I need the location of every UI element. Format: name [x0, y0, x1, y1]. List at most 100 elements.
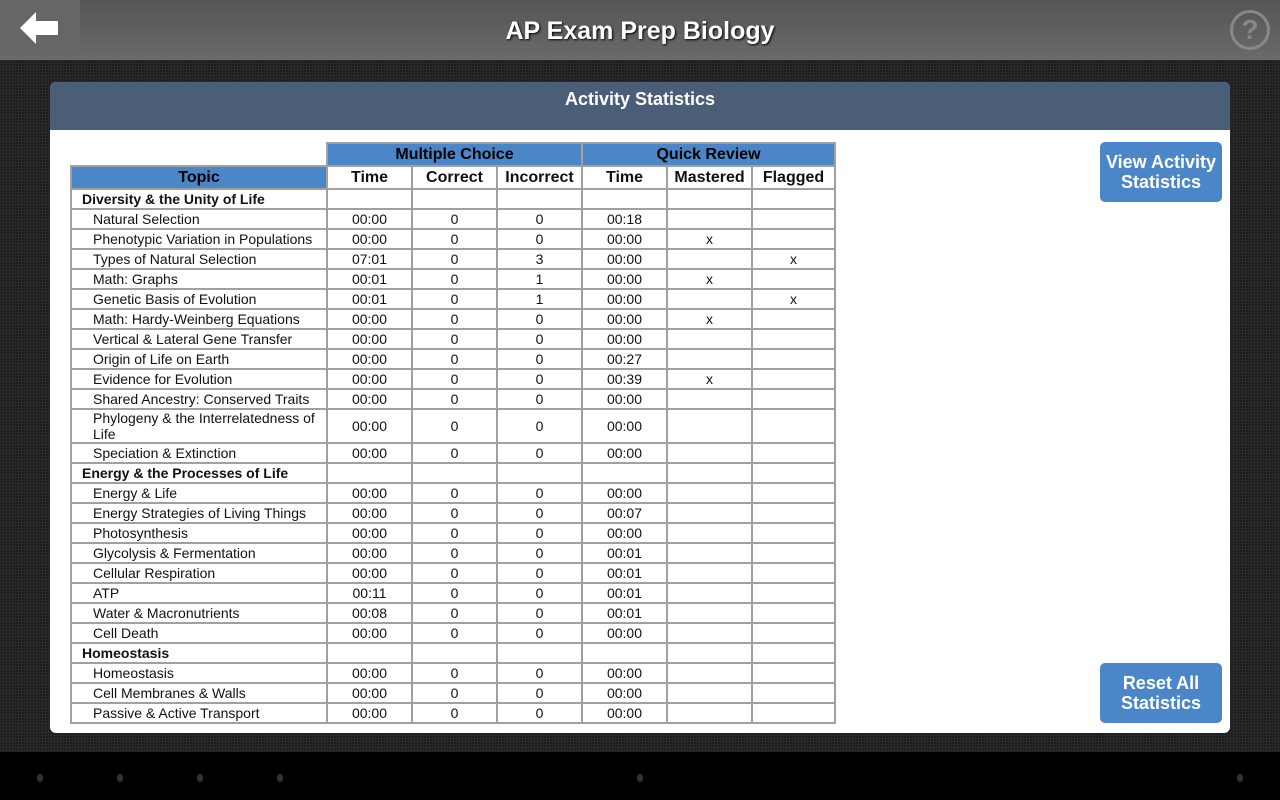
empty-cell	[496, 462, 583, 484]
topic-cell: Origin of Life on Earth	[70, 348, 328, 370]
topic-cell: Homeostasis	[70, 662, 328, 684]
reset-all-statistics-button[interactable]: Reset All Statistics	[1100, 663, 1222, 723]
stat-cell: 00:00	[581, 328, 668, 350]
help-button[interactable]: ?	[1230, 10, 1270, 50]
nav-dot-icon	[197, 774, 203, 782]
stat-cell: 0	[411, 248, 498, 270]
stat-cell: 00:01	[581, 582, 668, 604]
topic-cell: Energy Strategies of Living Things	[70, 502, 328, 524]
empty-cell	[326, 188, 413, 210]
table-row: Genetic Basis of Evolution 00:01 0 1 00:00 x	[70, 288, 836, 310]
topic-cell: Glycolysis & Fermentation	[70, 542, 328, 564]
stat-cell: 0	[496, 582, 583, 604]
nav-dot-icon	[1237, 774, 1243, 782]
topic-cell: Photosynthesis	[70, 522, 328, 544]
stat-cell	[666, 542, 753, 564]
stat-cell	[751, 408, 836, 444]
stat-cell: 00:00	[326, 622, 413, 644]
stat-cell: 00:01	[326, 268, 413, 290]
topic-cell: Passive & Active Transport	[70, 702, 328, 724]
stat-cell: 1	[496, 268, 583, 290]
empty-cell	[666, 642, 753, 664]
stat-cell: 00:00	[581, 408, 668, 444]
stat-cell: 00:00	[581, 248, 668, 270]
group-header-multiple-choice: Multiple Choice	[326, 142, 583, 167]
stat-cell	[666, 702, 753, 724]
table-row: Math: Hardy-Weinberg Equations 00:00 0 0 00:…	[70, 308, 836, 330]
stat-cell: 0	[411, 682, 498, 704]
nav-dot-icon	[117, 774, 123, 782]
table-row: Passive & Active Transport 00:00 0 0 00:00	[70, 702, 836, 724]
topic-cell: Vertical & Lateral Gene Transfer	[70, 328, 328, 350]
stat-cell	[751, 482, 836, 504]
stat-cell: 0	[411, 442, 498, 464]
table-row: Water & Macronutrients 00:08 0 0 00:01	[70, 602, 836, 624]
empty-cell	[411, 462, 498, 484]
stat-cell: 0	[496, 562, 583, 584]
topic-cell: Math: Hardy-Weinberg Equations	[70, 308, 328, 330]
stat-cell: 0	[411, 288, 498, 310]
panel-title: Activity Statistics	[50, 82, 1230, 130]
empty-cell	[411, 642, 498, 664]
activity-statistics-panel: Activity Statistics Multiple Choice Quick…	[50, 82, 1230, 733]
stat-cell: 3	[496, 248, 583, 270]
stat-cell: 0	[496, 228, 583, 250]
stat-cell: 0	[411, 602, 498, 624]
topic-cell: Math: Graphs	[70, 268, 328, 290]
topic-cell: Speciation & Extinction	[70, 442, 328, 464]
topic-cell: Water & Macronutrients	[70, 602, 328, 624]
table-row: Energy Strategies of Living Things 00:00 0…	[70, 502, 836, 524]
empty-cell	[666, 188, 753, 210]
topic-cell: Genetic Basis of Evolution	[70, 288, 328, 310]
stat-cell: 0	[411, 562, 498, 584]
table-row: Glycolysis & Fermentation 00:00 0 0 00:01	[70, 542, 836, 564]
stat-cell: 00:00	[581, 388, 668, 410]
table-row: Phylogeny & the Interrelatedness of Life…	[70, 408, 836, 444]
stat-cell: x	[751, 288, 836, 310]
stat-cell: 00:01	[581, 542, 668, 564]
stat-cell	[666, 482, 753, 504]
stat-cell: x	[666, 368, 753, 390]
empty-cell	[581, 188, 668, 210]
topic-cell: Shared Ancestry: Conserved Traits	[70, 388, 328, 410]
stat-cell	[666, 408, 753, 444]
stat-cell: 00:00	[581, 442, 668, 464]
nav-dot-icon	[637, 774, 643, 782]
stat-cell: 0	[496, 702, 583, 724]
stat-cell	[666, 562, 753, 584]
stat-cell	[666, 248, 753, 270]
table-row: Math: Graphs 00:01 0 1 00:00 x	[70, 268, 836, 290]
stat-cell: 0	[496, 442, 583, 464]
stat-cell	[666, 208, 753, 230]
top-bar: AP Exam Prep Biology ?	[0, 0, 1280, 60]
stat-cell: 0	[411, 702, 498, 724]
stat-cell	[751, 662, 836, 684]
stat-cell: 00:00	[581, 308, 668, 330]
stat-cell	[751, 308, 836, 330]
back-button[interactable]	[0, 0, 80, 56]
topic-cell: ATP	[70, 582, 328, 604]
table-row: ATP 00:11 0 0 00:01	[70, 582, 836, 604]
stat-cell: 0	[496, 388, 583, 410]
stat-cell: 0	[496, 522, 583, 544]
column-header: Incorrect	[496, 165, 583, 190]
stat-cell: 0	[496, 348, 583, 370]
column-header: Time	[581, 165, 668, 190]
stat-cell: 0	[496, 368, 583, 390]
empty-cell	[326, 462, 413, 484]
stat-cell: x	[666, 268, 753, 290]
stat-cell	[751, 268, 836, 290]
stat-cell	[751, 228, 836, 250]
empty-cell	[581, 462, 668, 484]
stat-cell: 0	[496, 482, 583, 504]
stat-cell: 00:08	[326, 602, 413, 624]
stat-cell: 0	[496, 208, 583, 230]
statistics-table-scroll[interactable]: Multiple Choice Quick Review Topic Time Cor…	[70, 142, 836, 731]
stat-cell	[751, 602, 836, 624]
view-activity-statistics-button[interactable]: View Activity Statistics	[1100, 142, 1222, 202]
table-row: Cell Death 00:00 0 0 00:00	[70, 622, 836, 644]
stat-cell: 00:00	[326, 368, 413, 390]
topic-cell: Cell Death	[70, 622, 328, 644]
question-circle-icon: ?	[1241, 14, 1259, 45]
group-row: Energy & the Processes of Life	[70, 462, 836, 484]
